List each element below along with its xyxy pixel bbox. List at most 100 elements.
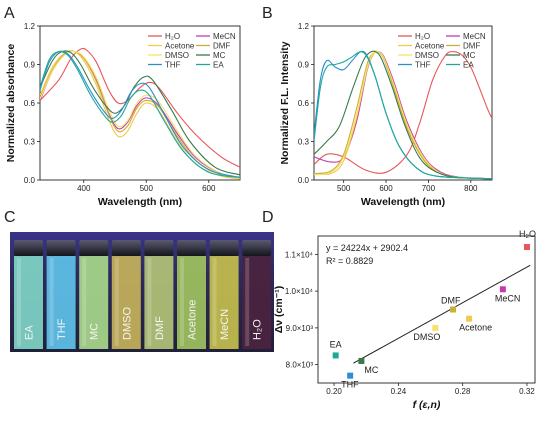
vial-cap xyxy=(177,240,206,256)
chart-d-point-label-6: MC xyxy=(364,365,378,375)
vial-label: DMSO xyxy=(121,307,133,340)
chart-d-point-label-3: Acetone xyxy=(459,323,492,333)
chart-a-legend-label-0: H₂O xyxy=(165,32,180,41)
chart-a-legend-label-5: MC xyxy=(213,51,226,60)
chart-a-legend-label-3: DMF xyxy=(213,42,230,51)
chart-a-ytick-label-3: 0.9 xyxy=(24,61,36,70)
chart-d-plot-frame xyxy=(317,235,536,384)
chart-a-ytick-label-0: 0.0 xyxy=(24,176,36,185)
chart-a-series-line-4 xyxy=(40,50,240,178)
chart-b-xtick-label-2: 600 xyxy=(379,184,393,193)
vial-cap xyxy=(209,240,239,256)
vial-highlight xyxy=(212,258,217,346)
chart-b-ytick-label-2: 0.6 xyxy=(298,99,310,108)
chart-b-ytick-label-3: 0.9 xyxy=(298,61,310,70)
chart-b-ytick-label-1: 0.3 xyxy=(298,138,310,147)
vial-body xyxy=(14,256,43,349)
chart-b-legend-label-6: THF xyxy=(415,61,431,70)
chart-b-series-group xyxy=(314,50,492,180)
vial-body xyxy=(242,256,272,349)
chart-d-point-label-1: MeCN xyxy=(495,293,521,303)
chart-a-legend-label-6: THF xyxy=(165,61,181,70)
vial-body xyxy=(177,256,206,349)
chart-a-series-line-5 xyxy=(40,50,240,176)
chart-d-xtick-label-3: 0.32 xyxy=(519,387,535,396)
chart-b-legend-label-1: MeCN xyxy=(463,32,486,41)
chart-d-point-label-0: H₂O xyxy=(519,229,536,239)
chart-b-legend-label-4: DMSO xyxy=(415,51,439,60)
chart-b-legend-label-0: H₂O xyxy=(415,32,430,41)
vial-body xyxy=(209,256,239,349)
chart-a-ylabel: Normalized absorbance xyxy=(5,44,17,163)
chart-a-legend-label-7: EA xyxy=(213,61,224,70)
chart-b-series-line-4 xyxy=(314,50,492,180)
vial: MeCN xyxy=(209,240,239,349)
chart-d-point-5 xyxy=(332,352,339,359)
panel-label-a: A xyxy=(4,5,15,22)
chart-a-series-line-3 xyxy=(40,50,240,178)
chart-b-legend-label-2: Acetone xyxy=(415,42,445,51)
vial-cap xyxy=(242,240,272,256)
chart-a-xlabel: Wavelength (nm) xyxy=(98,196,182,208)
chart-a-legend-label-4: DMSO xyxy=(165,51,189,60)
chart-b-xtick-label-4: 800 xyxy=(464,184,478,193)
vial-highlight xyxy=(114,258,119,346)
vial-label: MC xyxy=(89,323,101,340)
vial: THF xyxy=(46,240,76,349)
vial-cap xyxy=(144,240,174,256)
chart-d-point-4 xyxy=(432,324,439,331)
vial: EA xyxy=(14,240,43,349)
chart-d-ytick-label-1: 9.0×10³ xyxy=(286,324,314,333)
vial-cap xyxy=(79,240,109,256)
vial-cap xyxy=(14,240,43,256)
chart-b-fluorescence: 500 600 700 800 0.0 0.3 0.6 0.9 1.2 Wavelength (n… xyxy=(279,22,493,208)
vial-cap xyxy=(46,240,76,256)
vial-body xyxy=(46,256,76,349)
chart-d-xtick-label-2: 0.28 xyxy=(455,387,471,396)
vial-highlight xyxy=(82,258,87,346)
chart-d-xtick-label-0: 0.20 xyxy=(326,387,342,396)
chart-a-xtick-label-2: 500 xyxy=(140,184,154,193)
vial-highlight xyxy=(180,258,184,346)
chart-b-ylabel: Normalized F.L. Intensity xyxy=(279,41,291,164)
chart-d-lippert: 0.20 0.24 0.28 0.32 8.0×10³ 9.0×10³ 1.0×10⁴ 1.1… xyxy=(273,229,536,411)
chart-d-ytick-label-3: 1.1×10⁴ xyxy=(285,250,314,259)
chart-d-point-label-4: DMSO xyxy=(413,332,440,342)
chart-b-ytick-label-4: 1.2 xyxy=(298,22,310,31)
chart-d-ytick-label-2: 1.0×10⁴ xyxy=(285,287,314,296)
chart-a-series-line-6 xyxy=(40,50,240,178)
vial-body xyxy=(144,256,174,349)
vial-label: EA xyxy=(24,325,36,340)
chart-a-series-line-7 xyxy=(40,50,240,178)
chart-a-series-group xyxy=(40,47,240,180)
panel-label-d: D xyxy=(262,209,274,226)
chart-a-ytick-label-4: 1.2 xyxy=(24,22,36,31)
chart-a-legend-label-2: Acetone xyxy=(165,42,195,51)
vial-body xyxy=(79,256,109,349)
chart-b-series-line-7 xyxy=(314,51,492,180)
panel-label-b: B xyxy=(262,5,273,22)
vial-label: DMF xyxy=(154,316,166,340)
chart-d-point-6 xyxy=(358,357,365,364)
chart-d-point-label-7: THF xyxy=(341,380,359,390)
chart-d-point-0 xyxy=(523,244,530,251)
chart-a-ytick-label-1: 0.3 xyxy=(24,138,36,147)
chart-a-series-line-1 xyxy=(40,50,240,178)
vial: DMSO xyxy=(111,240,141,349)
vial: MC xyxy=(79,240,109,349)
chart-d-fit-line xyxy=(353,264,531,364)
chart-b-legend-label-7: EA xyxy=(463,61,474,70)
chart-b-series-line-5 xyxy=(314,50,492,180)
vial-label: Acetone xyxy=(187,300,199,340)
chart-a-absorbance: 400 500 600 0.0 0.3 0.6 0.9 1.2 Wavelength (nm) N… xyxy=(5,22,241,208)
chart-d-point-label-2: DMF xyxy=(441,296,461,306)
panel-label-c: C xyxy=(4,209,16,226)
chart-d-point-1 xyxy=(499,286,506,293)
chart-b-xlabel: Wavelength (nm) xyxy=(361,196,445,208)
chart-d-fit-r2: R² = 0.8829 xyxy=(326,256,373,266)
vial-highlight xyxy=(49,258,54,346)
chart-d-point-7 xyxy=(347,372,354,379)
chart-b-xtick-label-3: 700 xyxy=(422,184,436,193)
vial-highlight xyxy=(245,258,250,346)
